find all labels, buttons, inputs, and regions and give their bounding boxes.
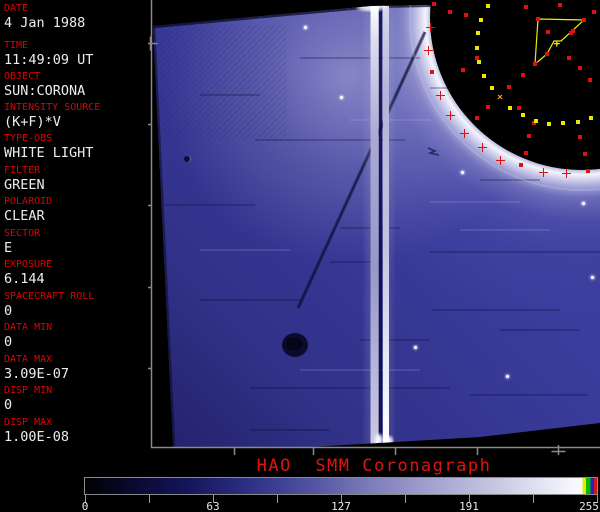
field-label: SPACECRAFT ROLL: [4, 291, 95, 302]
field-label: FILTER: [4, 165, 41, 176]
sidebar-field-exposure: EXPOSURE 6.144: [4, 259, 148, 287]
field-value: 6.144: [4, 271, 45, 287]
bottom-axis-ticks: [233, 448, 479, 455]
sidebar-field-disp-max: DISP MAX 1.00E-08: [4, 417, 148, 445]
field-label: DISP MAX: [4, 417, 53, 428]
field-label: OBJECT: [4, 71, 41, 82]
field-value: (K+F)*V: [4, 114, 61, 130]
sidebar-field-disp-min: DISP MIN 0: [4, 385, 148, 413]
colorbar-tick: [597, 495, 598, 503]
colorbar-tick: [533, 495, 534, 503]
field-label: SECTOR: [4, 228, 41, 239]
colorbar-tick-label: 63: [206, 500, 220, 512]
field-label: TIME: [4, 40, 29, 51]
occulter-disk: [430, 0, 600, 170]
field-label: DATA MAX: [4, 354, 53, 365]
field-value: 11:49:09 UT: [4, 52, 94, 68]
field-value: E: [4, 240, 13, 256]
film-hatch-texture: [153, 25, 287, 140]
field-value: GREEN: [4, 177, 45, 193]
field-label: DATE: [4, 3, 29, 14]
colorbar-tick: [469, 495, 470, 503]
field-value: 1.00E-08: [4, 429, 70, 445]
field-value: 0: [4, 303, 13, 319]
field-value: CLEAR: [4, 208, 45, 224]
metadata-sidebar: DATE 4 Jan 1988 TIME 11:49:09 UT OBJECT SUN:C…: [0, 0, 148, 455]
colorbar-tick: [213, 495, 214, 503]
colorbar-tick: [85, 495, 86, 503]
sidebar-field-polaroid: POLAROID CLEAR: [4, 196, 148, 224]
sidebar-field-data-min: DATA MIN 0: [4, 322, 148, 350]
image-title: HAO SMM Coronagraph: [256, 456, 492, 476]
field-value: 0: [4, 397, 13, 413]
field-label: EXPOSURE: [4, 259, 53, 270]
bottom-axis-plus-marker: [551, 445, 566, 455]
field-value: SUN:CORONA: [4, 83, 86, 99]
field-label: DATA MIN: [4, 322, 53, 333]
sidebar-field-data-max: DATA MAX 3.09E-07: [4, 354, 148, 382]
sidebar-field-filter: FILTER GREEN: [4, 165, 148, 193]
colorbar-tick-label: 255: [579, 500, 599, 512]
sidebar-field-intensity-source: INTENSITY SOURCE (K+F)*V: [4, 102, 148, 130]
intensity-colorbar: [84, 477, 598, 495]
field-label: DISP MIN: [4, 385, 53, 396]
field-label: INTENSITY SOURCE: [4, 102, 101, 113]
sidebar-field-type-obs: TYPE-OBS WHITE LIGHT: [4, 133, 148, 161]
pylon-streak: [356, 2, 393, 446]
sidebar-field-spacecraft-roll: SPACECRAFT ROLL 0: [4, 291, 148, 319]
field-label: TYPE-OBS: [4, 133, 53, 144]
colorbar-tick-label: 127: [331, 500, 351, 512]
field-label: POLAROID: [4, 196, 53, 207]
colorbar-tick: [277, 495, 278, 503]
sidebar-field-time: TIME 11:49:09 UT: [4, 40, 148, 68]
field-value: 0: [4, 334, 13, 350]
colorbar-tick: [149, 495, 150, 503]
colorbar-tick-label: 0: [81, 500, 89, 512]
colorbar-tick: [341, 495, 342, 503]
field-value: 3.09E-07: [4, 366, 70, 382]
colorbar-tick-label: 191: [459, 500, 479, 512]
colorbar-tick: [405, 495, 406, 503]
sidebar-field-object: OBJECT SUN:CORONA: [4, 71, 148, 99]
field-value: WHITE LIGHT: [4, 145, 94, 161]
sidebar-field-sector: SECTOR E: [4, 228, 148, 256]
sidebar-field-date: DATE 4 Jan 1988: [4, 3, 148, 31]
field-value: 4 Jan 1988: [4, 15, 86, 31]
coronagraph-image: [143, 0, 600, 455]
